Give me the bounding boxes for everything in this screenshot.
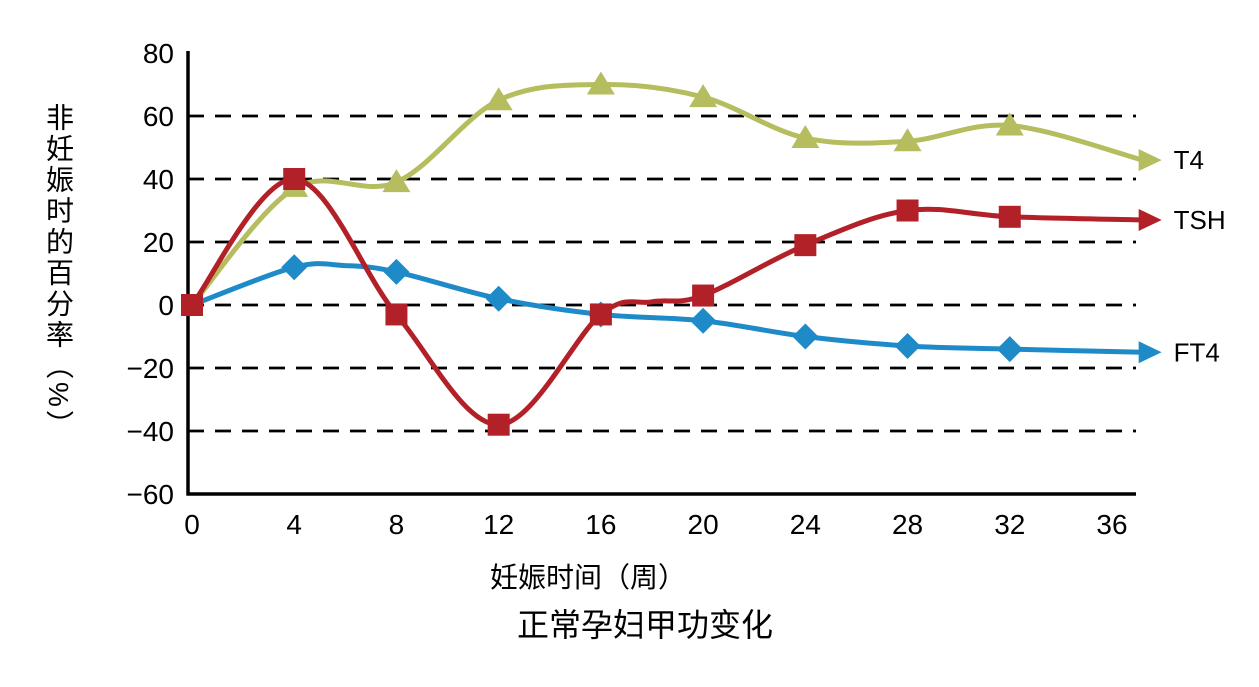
y-axis-title: 非妊娠时的百分率（%）	[43, 103, 74, 441]
square-marker-tsh	[283, 168, 306, 190]
x-tick-label: 4	[286, 509, 302, 540]
triangle-marker-t4	[995, 112, 1024, 136]
diamond-marker-ft4	[690, 307, 717, 334]
diamond-marker-ft4	[383, 258, 410, 285]
y-tick-label: 0	[158, 290, 174, 321]
square-marker-tsh	[794, 234, 817, 257]
triangle-marker-t4	[791, 125, 820, 149]
square-marker-tsh	[385, 303, 408, 326]
arrow-icon-ft4	[1138, 341, 1162, 364]
y-tick-label: 40	[143, 164, 174, 195]
series-label-ft4: FT4	[1174, 337, 1220, 367]
chart-title: 正常孕妇甲功变化	[516, 607, 774, 643]
diamond-marker-ft4	[996, 336, 1023, 363]
triangle-marker-t4	[382, 169, 411, 193]
triangle-marker-t4	[586, 71, 615, 95]
y-tick-label: 80	[143, 38, 174, 69]
y-tick-label: −20	[127, 353, 175, 384]
triangle-marker-t4	[893, 128, 922, 152]
x-tick-label: 16	[585, 509, 616, 540]
x-tick-label: 32	[994, 509, 1025, 540]
triangle-marker-t4	[689, 84, 718, 108]
series-label-tsh: TSH	[1174, 205, 1226, 235]
series-label-t4: T4	[1174, 145, 1204, 175]
x-tick-label: 12	[483, 509, 514, 540]
arrow-icon-tsh	[1138, 208, 1162, 231]
diamond-marker-ft4	[281, 254, 308, 281]
triangle-marker-t4	[484, 87, 513, 111]
diamond-marker-ft4	[792, 323, 819, 350]
diamond-marker-ft4	[894, 332, 921, 359]
x-tick-label: 0	[184, 509, 200, 540]
series-line-ft4	[189, 261, 1146, 355]
series-line-tsh	[189, 176, 1146, 428]
square-marker-tsh	[998, 205, 1021, 228]
square-marker-tsh	[896, 199, 919, 222]
y-tick-label: 60	[143, 101, 174, 132]
y-tick-label: −40	[127, 416, 175, 447]
diamond-marker-ft4	[485, 285, 512, 312]
x-tick-label: 24	[790, 509, 821, 540]
arrow-icon-t4	[1138, 149, 1162, 172]
square-marker-tsh	[181, 294, 203, 316]
y-tick-label: 20	[143, 227, 174, 258]
square-marker-tsh	[487, 413, 510, 436]
square-marker-tsh	[589, 303, 612, 326]
x-tick-label: 20	[688, 509, 719, 540]
x-tick-label: 36	[1096, 509, 1127, 540]
y-tick-label: −60	[127, 479, 175, 510]
series-line-t4	[189, 81, 1146, 308]
x-tick-label: 8	[389, 509, 405, 540]
square-marker-tsh	[692, 284, 715, 307]
x-axis-title: 妊娠时间（周）	[489, 562, 687, 593]
x-tick-label: 28	[892, 509, 923, 540]
